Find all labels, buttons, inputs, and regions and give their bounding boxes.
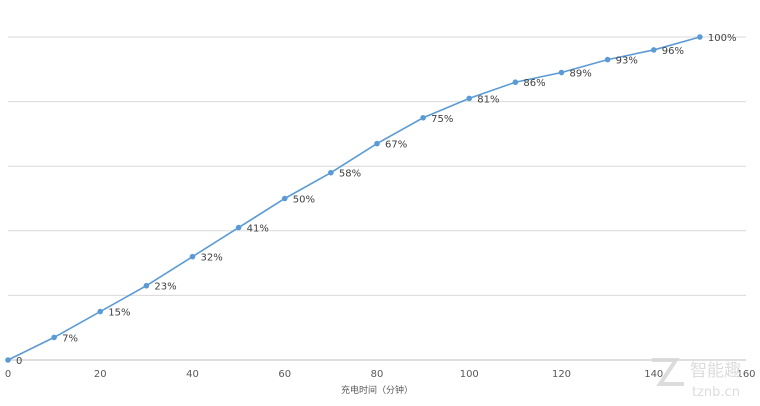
watermark-name: 智能趣 (690, 361, 741, 381)
data-label-0: 0 (16, 356, 22, 367)
watermark: 智能趣 tznb.cn (652, 358, 741, 400)
data-point-13 (604, 56, 611, 63)
x-tick-label-5: 100 (460, 369, 479, 380)
x-tick-label-3: 60 (278, 369, 291, 380)
data-label-1: 7% (62, 333, 78, 344)
data-label-12: 89% (570, 69, 592, 80)
data-point-14 (650, 47, 657, 53)
x-tick-label-7: 140 (644, 369, 663, 380)
x-tick-label-1: 20 (94, 369, 107, 380)
data-label-4: 32% (201, 253, 223, 264)
data-point-12 (558, 69, 565, 76)
data-label-11: 86% (523, 78, 545, 89)
data-label-13: 93% (616, 56, 638, 67)
data-label-5: 41% (247, 224, 269, 235)
x-tick-label-6: 120 (552, 369, 571, 380)
data-label-7: 58% (339, 169, 361, 180)
data-point-9 (420, 114, 426, 121)
data-label-8: 67% (385, 140, 407, 151)
data-point-8 (374, 140, 380, 147)
data-point-3 (143, 282, 150, 289)
series-line-group: 0 7% 15% 23% 32% 41% 50% 58% 67% 75% 81% 86% 89% 93% 9… (5, 33, 736, 367)
data-point-4 (189, 253, 196, 260)
watermark-url: tznb.cn (692, 385, 740, 400)
data-label-3: 23% (154, 282, 176, 293)
x-tick-label-2: 40 (186, 369, 199, 380)
x-axis: 0 20 40 60 80 100 120 140 160 (5, 369, 756, 380)
data-point-5 (235, 224, 242, 231)
data-label-14: 96% (662, 46, 684, 57)
x-tick-label-4: 80 (371, 369, 384, 380)
data-point-0 (5, 357, 11, 363)
series-line (7, 36, 701, 361)
gridlines (8, 36, 746, 361)
data-label-6: 50% (293, 195, 315, 206)
data-point-6 (281, 195, 288, 202)
x-tick-label-0: 0 (5, 369, 11, 380)
data-label-10: 81% (477, 94, 499, 105)
data-label-9: 75% (431, 114, 453, 125)
data-point-2 (97, 308, 104, 315)
data-label-15: 100% (708, 33, 737, 44)
data-point-11 (512, 79, 519, 86)
data-label-2: 15% (108, 308, 130, 319)
watermark-logo-icon (652, 358, 684, 386)
x-tick-label-8: 160 (736, 369, 755, 380)
data-point-1 (51, 334, 57, 341)
data-point-15 (697, 34, 703, 40)
data-point-10 (466, 95, 473, 102)
data-point-7 (328, 169, 334, 176)
x-axis-title: 充电时间（分钟） (341, 384, 413, 396)
